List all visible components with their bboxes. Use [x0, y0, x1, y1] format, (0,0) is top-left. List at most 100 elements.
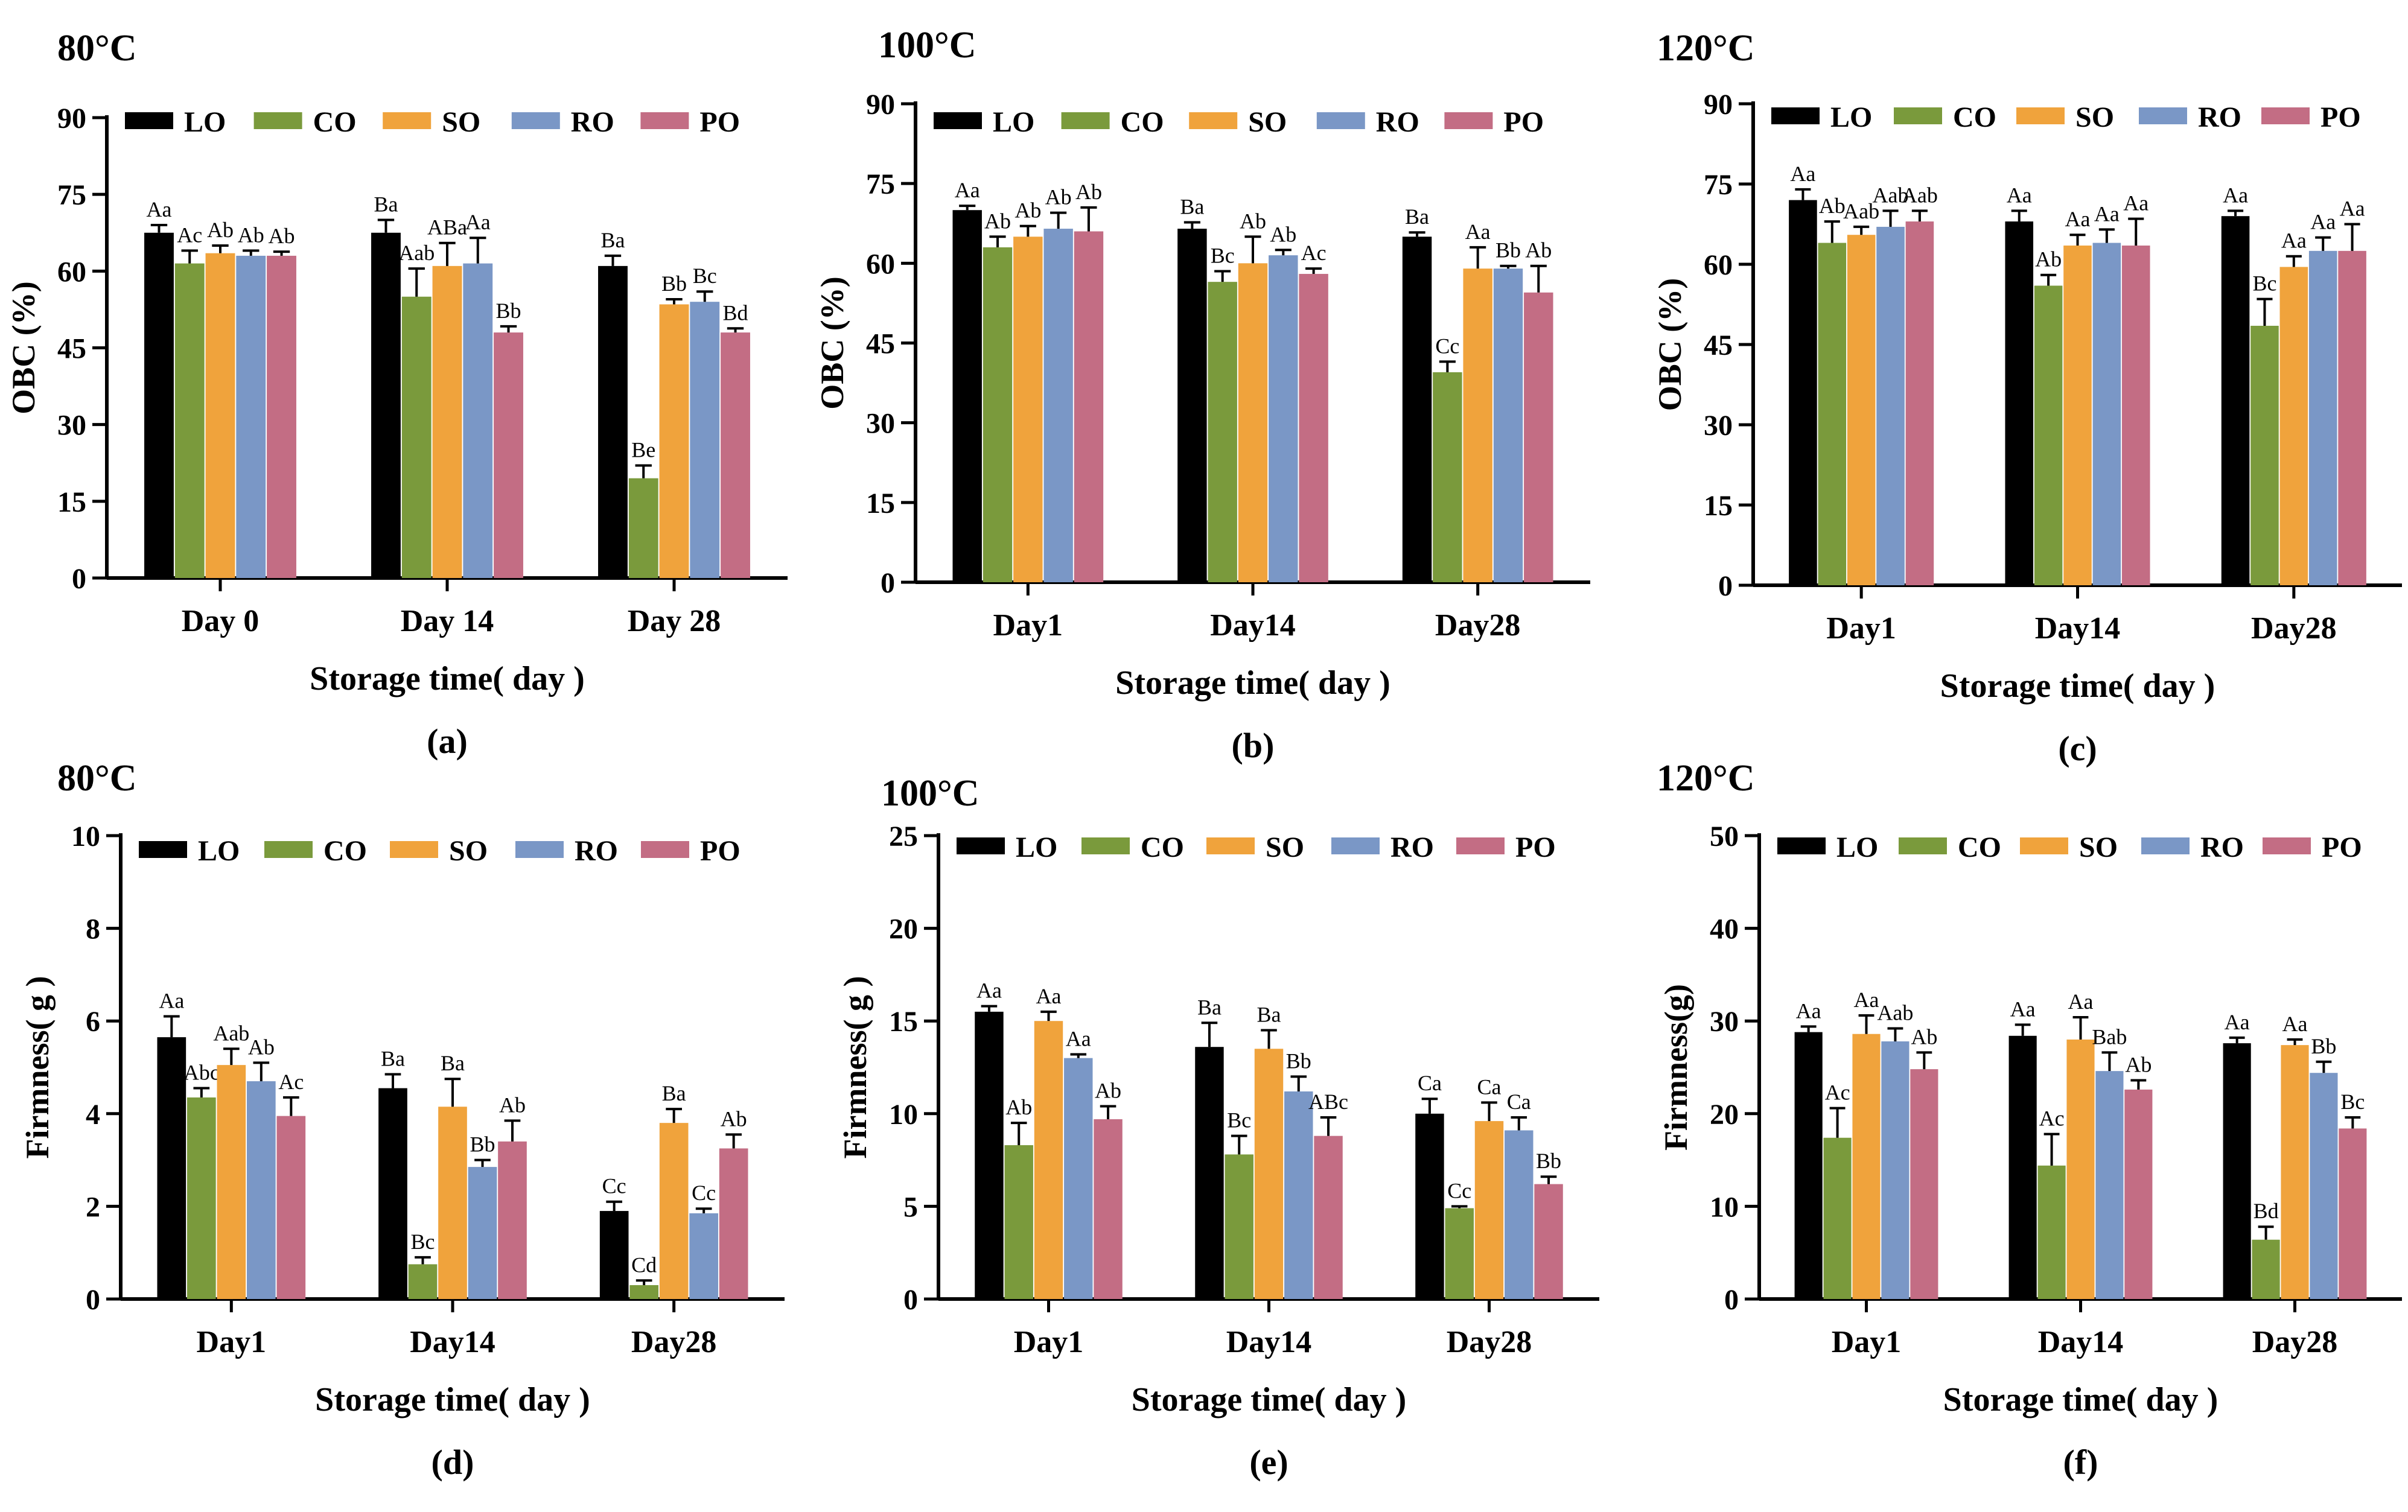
bar-po-3	[1534, 1184, 1563, 1299]
x-tick-label: Day14	[1210, 608, 1296, 643]
x-tick-label: Day28	[2252, 1325, 2338, 1359]
bar-ro-3	[1493, 268, 1523, 583]
significance-label: Aa	[2282, 1012, 2308, 1036]
significance-label: Bd	[2254, 1199, 2279, 1223]
significance-label: Ab	[1270, 222, 1296, 246]
legend-swatch-po	[2261, 107, 2310, 124]
bar-po-2	[1314, 1136, 1343, 1299]
legend-swatch-lo	[1771, 107, 1820, 124]
bar-co-1	[174, 263, 205, 578]
legend-label-so: SO	[1266, 831, 1304, 863]
bar-lo-1	[144, 232, 174, 578]
significance-label: Bb	[470, 1132, 495, 1157]
bar-po-3	[1524, 292, 1553, 582]
x-axis-label: Storage time( day )	[315, 1381, 590, 1418]
bar-so-2	[1254, 1049, 1284, 1299]
significance-label: Bb	[1286, 1049, 1311, 1073]
significance-label: Ac	[177, 223, 202, 247]
x-tick-label: Day28	[1435, 608, 1521, 643]
significance-label: Aa	[2225, 1010, 2250, 1034]
bar-ro-1	[1876, 226, 1905, 585]
x-axis-label: Storage time( day )	[1132, 1381, 1407, 1418]
significance-label: Ab	[1005, 1095, 1032, 1119]
legend-label-co: CO	[1953, 101, 1996, 133]
y-tick-label: 30	[1710, 1006, 1739, 1038]
bar-ro-3	[2308, 250, 2337, 585]
significance-label: Ab	[1819, 194, 1846, 218]
legend-label-po: PO	[2322, 831, 2362, 863]
legend-label-lo: LO	[198, 835, 240, 867]
bar-so-3	[659, 1123, 689, 1299]
significance-label: Aa	[2281, 229, 2307, 253]
bar-po-3	[2339, 1128, 2367, 1299]
legend-swatch-co	[1899, 837, 1947, 854]
y-tick-label: 2	[86, 1191, 100, 1223]
panel-label: (c)	[2058, 729, 2097, 768]
chart-title: 120°C	[1657, 758, 1755, 799]
significance-label: Aa	[146, 197, 171, 221]
legend-swatch-co	[264, 841, 313, 858]
bar-co-3	[629, 1285, 658, 1299]
bar-so-1	[1034, 1021, 1063, 1299]
chart-title: 80°C	[57, 758, 137, 799]
significance-label: Ac	[2039, 1107, 2065, 1131]
bar-co-2	[401, 296, 432, 578]
bar-co-1	[983, 247, 1013, 582]
y-tick-label: 90	[57, 103, 86, 135]
legend-label-ro: RO	[2198, 101, 2241, 133]
y-tick-label: 0	[903, 1284, 918, 1316]
bar-lo-3	[1415, 1113, 1444, 1299]
legend-swatch-ro	[1316, 112, 1365, 129]
x-axis-label: Storage time( day )	[1940, 667, 2215, 705]
bar-ro-1	[236, 255, 266, 578]
bar-po-2	[2121, 245, 2150, 585]
legend-label-ro: RO	[1390, 831, 1434, 863]
x-tick-label: Day 0	[182, 604, 260, 638]
bar-lo-2	[1177, 229, 1207, 582]
significance-label: Cd	[631, 1253, 657, 1277]
significance-label: Bc	[2340, 1090, 2365, 1114]
legend-swatch-ro	[1331, 837, 1380, 854]
y-tick-label: 25	[889, 821, 918, 853]
legend-swatch-so	[2020, 837, 2068, 854]
legend-swatch-ro	[511, 112, 560, 129]
legend-swatch-lo	[1777, 837, 1826, 854]
bar-so-2	[2066, 1039, 2095, 1299]
significance-label: Bb	[661, 272, 687, 296]
bar-co-3	[628, 478, 658, 578]
significance-label: Ba	[441, 1051, 465, 1075]
bar-co-2	[2034, 285, 2063, 585]
significance-label: Ab	[499, 1093, 526, 1117]
legend-label-po: PO	[699, 106, 740, 138]
bar-so-1	[1013, 237, 1043, 582]
x-tick-label: Day28	[1447, 1325, 1532, 1359]
legend-swatch-po	[641, 841, 689, 858]
x-tick-label: Day 14	[401, 604, 494, 638]
bar-co-1	[1004, 1145, 1033, 1299]
y-tick-label: 45	[866, 328, 895, 360]
y-tick-label: 20	[1710, 1099, 1739, 1131]
y-tick-label: 8	[86, 913, 100, 945]
bar-lo-2	[2008, 1035, 2037, 1299]
bar-po-2	[2124, 1089, 2153, 1299]
significance-label: Ab	[1240, 209, 1266, 233]
bar-ro-3	[1505, 1130, 1534, 1299]
legend-label-ro: RO	[2200, 831, 2244, 863]
legend-swatch-po	[1444, 112, 1493, 129]
significance-label: Abc	[183, 1061, 220, 1085]
significance-label: Ca	[1477, 1075, 1502, 1099]
significance-label: Bb	[1536, 1149, 1561, 1173]
significance-label: Ba	[662, 1081, 686, 1105]
legend-label-po: PO	[2320, 101, 2361, 133]
x-axis-label: Storage time( day )	[1943, 1381, 2218, 1418]
bar-po-3	[721, 332, 750, 578]
significance-label: Ba	[600, 228, 625, 252]
significance-label: Ab	[269, 224, 295, 248]
panel-label: (e)	[1249, 1443, 1288, 1482]
y-tick-label: 50	[1710, 821, 1739, 853]
significance-label: Ab	[238, 223, 264, 247]
y-axis-label: OBC (%)	[5, 281, 42, 414]
x-axis-label: Storage time( day )	[310, 660, 585, 697]
